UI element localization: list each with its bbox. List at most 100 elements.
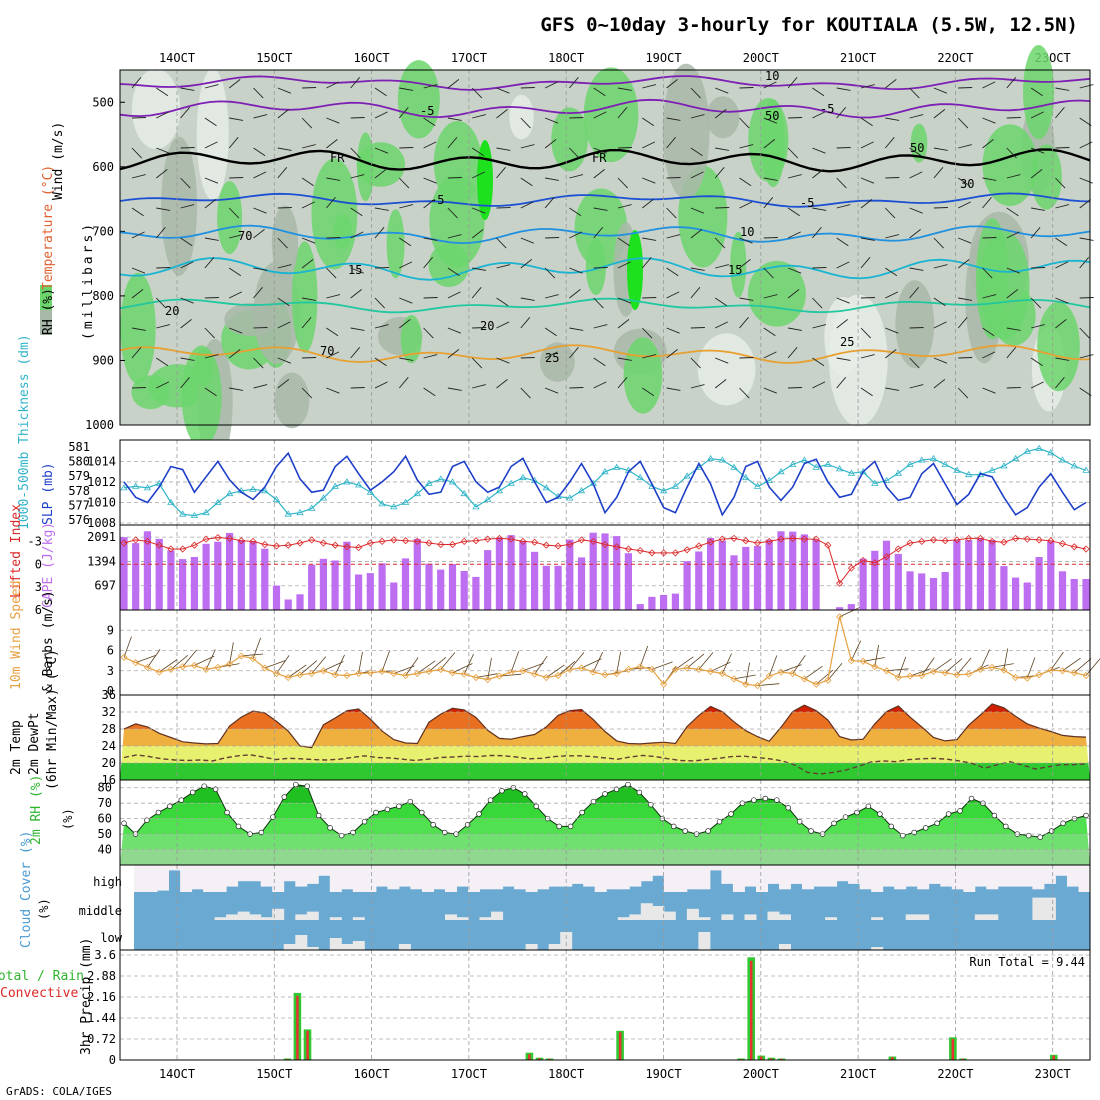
cloud-high-bar [364, 865, 377, 892]
cape-bar [695, 551, 703, 610]
cloud-middle-bar [214, 917, 227, 920]
wind-barb [277, 264, 292, 269]
cape-bar [1000, 566, 1008, 610]
wind-barb [690, 384, 705, 389]
wind-barb [496, 321, 510, 329]
rh-point [396, 803, 402, 810]
wind-barb [714, 297, 728, 307]
cape-bar [284, 599, 292, 610]
cape-bar [624, 553, 632, 610]
precip-convective-bar [538, 1058, 541, 1061]
lifted-index-point [378, 537, 386, 545]
cloud-high-bar [882, 865, 895, 887]
cloud-high-bar [721, 865, 734, 884]
rh-point [705, 828, 711, 834]
thickness-point [1011, 454, 1020, 462]
lifted-index-point [272, 542, 281, 550]
wind-speed-point [894, 673, 902, 682]
wind-barb [180, 319, 192, 329]
lifted-index-point [577, 536, 586, 544]
cloud-middle-bar [445, 914, 457, 920]
wind-speed-point [308, 669, 316, 678]
wind-barb [739, 259, 751, 269]
wind-barb [447, 177, 462, 179]
wind-speed-point [613, 669, 621, 678]
wind-barb [472, 384, 486, 389]
wind-barb [698, 652, 714, 670]
wind-barb [447, 137, 458, 149]
wind-barb [334, 654, 345, 675]
lifted-index-point [120, 539, 128, 547]
cloud-high-bar [571, 865, 584, 884]
wind-barb [496, 297, 509, 307]
wind-barb [277, 379, 290, 389]
cloud-high-bar [214, 865, 227, 892]
wind-barb [812, 297, 823, 309]
rh-point [373, 809, 379, 816]
wind-speed-point [214, 663, 222, 671]
wind-barb [499, 673, 522, 677]
thickness-point [730, 463, 738, 470]
thickness-point [812, 463, 820, 470]
wind-barb [666, 137, 676, 149]
cloud-high-bar [283, 865, 296, 882]
wind-barb [933, 297, 946, 307]
rh-point [785, 805, 791, 811]
wind-barb [544, 267, 556, 279]
rh-point [167, 803, 173, 810]
rh-patch [662, 63, 710, 200]
wind-barb [447, 117, 462, 121]
ylabel-cape: CAPE (J/kg) [41, 522, 56, 608]
rh-point [968, 795, 975, 802]
cloud-high-bar [468, 865, 480, 892]
lifted-index-point [789, 534, 797, 542]
lifted-index-point [753, 539, 762, 547]
rh-unit: (%) [61, 808, 75, 830]
cloud-high-bar [1055, 865, 1068, 876]
lifted-index-point [683, 546, 691, 554]
wind-barb [836, 357, 851, 361]
lifted-index-point [883, 553, 891, 561]
wind-barb [569, 207, 582, 217]
cloud-high-bar [272, 865, 285, 892]
lifted-index-point [671, 549, 679, 557]
wind-barb [933, 357, 948, 364]
wind-speed-point [531, 670, 539, 678]
thickness-point [953, 466, 961, 473]
rh-patch [274, 372, 310, 429]
wind-speed-point [507, 668, 515, 676]
rh-patch [1023, 44, 1055, 140]
wind-barb [423, 257, 433, 269]
wind-barb [311, 656, 327, 674]
thickness-point [272, 495, 281, 502]
wind-barb [569, 117, 584, 119]
wind-barb [763, 117, 777, 124]
cape-tick: 2091 [87, 530, 116, 544]
cloud-middle-bar [652, 906, 665, 920]
wind-barb [885, 267, 898, 277]
rh-patch [120, 272, 156, 384]
cape-bar [812, 539, 820, 610]
pressure-tick: 600 [92, 160, 114, 174]
wind-barb [1030, 381, 1044, 389]
temp-tick: 20 [102, 756, 116, 770]
cloud-high-bar [410, 865, 423, 890]
lifted-index-point [402, 537, 410, 545]
wind-barb [182, 649, 198, 667]
thickness-point [718, 456, 727, 463]
wind-barb [593, 381, 607, 389]
wind-barb [471, 287, 482, 299]
lifted-index-point [824, 541, 832, 549]
rh-point [991, 812, 998, 819]
wind-barb [617, 87, 632, 91]
wind-barb [545, 177, 559, 181]
wind-barb [909, 171, 923, 179]
wind-barb [302, 357, 317, 359]
cloud-unit: (%) [37, 898, 51, 920]
top-date-tick: 20OCT [743, 51, 779, 65]
cloud-middle-bar [663, 911, 676, 920]
cape-bar [437, 569, 445, 610]
wind-barb [496, 379, 508, 389]
thickness-point [847, 469, 856, 476]
wind-barb [788, 387, 803, 389]
